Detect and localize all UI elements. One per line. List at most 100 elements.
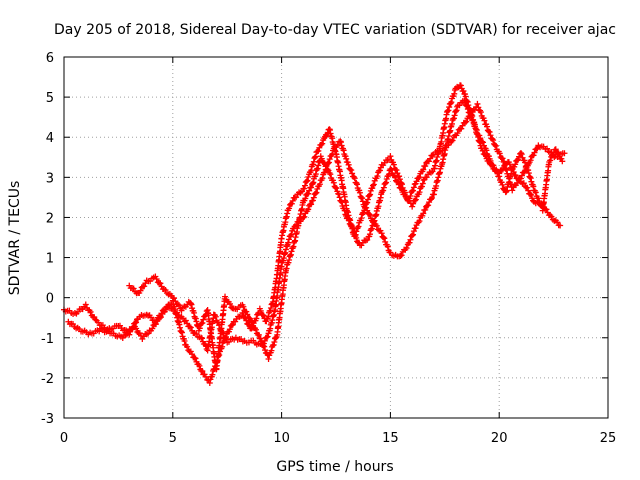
data-point: [407, 236, 414, 243]
data-point: [517, 150, 524, 157]
data-point: [463, 102, 470, 109]
data-point: [420, 166, 427, 173]
data-point: [518, 151, 525, 158]
x-tick-label: 0: [60, 431, 68, 446]
data-point: [335, 191, 342, 198]
grid-lines: [64, 57, 608, 418]
data-point: [226, 326, 233, 333]
data-point: [359, 198, 366, 205]
data-point: [324, 166, 331, 173]
data-point: [304, 177, 311, 184]
data-point: [309, 197, 316, 204]
data-point: [306, 187, 313, 194]
y-tick-label: 4: [46, 131, 54, 146]
data-point: [202, 373, 209, 380]
data-point: [162, 306, 169, 313]
data-point: [547, 157, 554, 164]
data-point: [381, 235, 388, 242]
data-point: [133, 319, 140, 326]
data-point: [310, 158, 317, 165]
data-point: [178, 328, 185, 335]
data-point: [385, 171, 392, 178]
data-point: [496, 170, 503, 177]
data-point: [229, 321, 236, 328]
data-point: [351, 175, 358, 182]
data-point: [492, 142, 499, 149]
data-point: [552, 146, 559, 153]
data-point: [410, 228, 417, 235]
data-point: [425, 202, 432, 209]
data-point: [248, 318, 255, 325]
data-point: [460, 88, 467, 95]
data-point: [407, 192, 414, 199]
data-point: [370, 181, 377, 188]
data-point: [354, 181, 361, 188]
data-series-2: [65, 97, 564, 354]
data-point: [416, 218, 423, 225]
data-point: [543, 206, 550, 213]
data-point: [330, 179, 337, 186]
data-point: [222, 293, 229, 300]
data-point: [196, 362, 203, 369]
data-point: [416, 189, 423, 196]
data-point: [212, 313, 219, 320]
data-point: [178, 329, 185, 336]
data-point: [338, 199, 345, 206]
data-point: [383, 175, 390, 182]
data-point: [176, 321, 183, 328]
data-point: [189, 351, 196, 358]
data-point: [133, 325, 140, 332]
data-point: [336, 194, 343, 201]
axis-ticks: [63, 56, 609, 419]
data-point: [301, 185, 308, 192]
data-point: [452, 108, 459, 115]
data-point: [286, 205, 293, 212]
data-point: [468, 111, 475, 118]
data-point: [162, 286, 169, 293]
data-point: [384, 243, 391, 250]
x-tick-label: 15: [382, 431, 399, 446]
data-point: [488, 162, 495, 169]
data-point: [352, 231, 359, 238]
data-point: [171, 295, 178, 302]
data-point: [499, 181, 506, 188]
data-point: [369, 217, 376, 224]
data-point: [174, 301, 181, 308]
data-point: [486, 129, 493, 136]
data-point: [450, 115, 457, 122]
data-point: [422, 163, 429, 170]
data-point: [246, 322, 253, 329]
data-point: [270, 341, 277, 348]
data-point: [374, 173, 381, 180]
data-point: [345, 217, 352, 224]
y-tick-label: 0: [46, 292, 54, 307]
data-point: [184, 343, 191, 350]
data-point: [244, 311, 251, 318]
data-point: [528, 191, 535, 198]
data-point: [305, 190, 312, 197]
data-point: [561, 150, 568, 157]
data-point: [410, 187, 417, 194]
data-point: [487, 132, 494, 139]
data-point: [200, 316, 207, 323]
data-point: [448, 120, 455, 127]
data-point: [373, 222, 380, 229]
data-point: [548, 213, 555, 220]
data-point: [206, 380, 213, 387]
data-point: [510, 169, 517, 176]
data-point: [240, 303, 247, 310]
data-point: [82, 301, 89, 308]
y-tick-label: 3: [46, 171, 54, 186]
data-point: [409, 232, 416, 239]
data-point: [340, 147, 347, 154]
data-point: [314, 186, 321, 193]
data-point: [368, 225, 375, 232]
data-point: [258, 338, 265, 345]
data-point: [199, 319, 206, 326]
x-axis-title: GPS time / hours: [276, 459, 393, 475]
data-point: [92, 316, 99, 323]
data-point: [448, 99, 455, 106]
data-point: [531, 149, 538, 156]
data-markers: [61, 82, 568, 387]
